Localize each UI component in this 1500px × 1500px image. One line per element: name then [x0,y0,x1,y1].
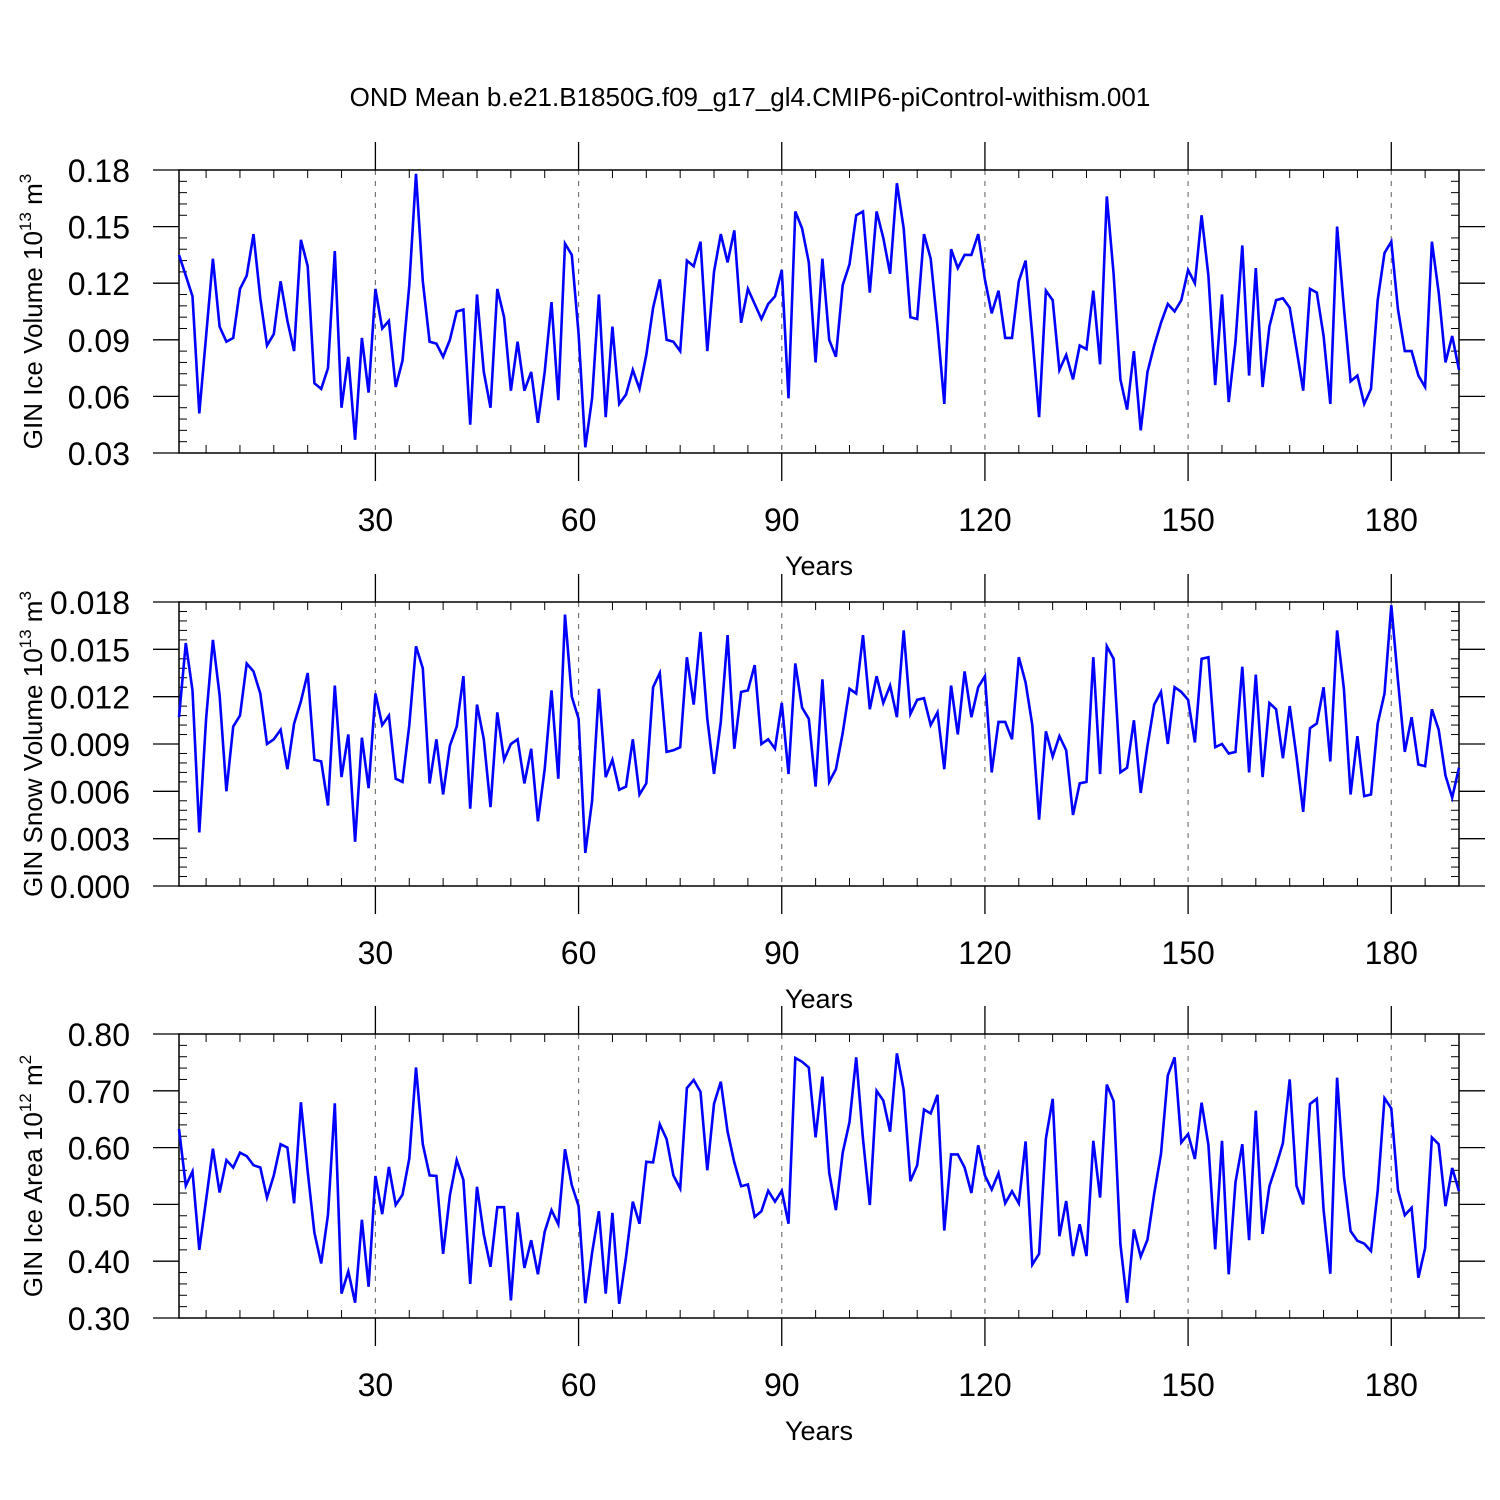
x-tick-label: 120 [958,502,1011,538]
y-tick-label: 0.80 [68,1017,130,1053]
x-tick-label: 60 [561,502,597,538]
x-tick-label: 90 [764,502,800,538]
x-tick-label: 180 [1365,935,1418,971]
x-tick-label: 60 [561,1367,597,1403]
y-tick-label: 0.06 [68,379,130,415]
y-tick-label: 0.50 [68,1187,130,1223]
y-tick-label: 0.03 [68,436,130,472]
y-tick-label: 0.000 [50,869,130,905]
plot-frame [178,1033,1460,1319]
y-axis-label: GIN Snow Volume 1013 m3 [16,591,48,897]
y-tick-label: 0.40 [68,1244,130,1280]
y-tick-label: 0.09 [68,323,130,359]
x-tick-label: 30 [358,502,394,538]
y-tick-label: 0.12 [68,266,130,302]
x-tick-label: 30 [358,1367,394,1403]
y-tick-label: 0.15 [68,210,130,246]
y-tick-label: 0.003 [50,822,130,858]
x-tick-label: 120 [958,1367,1011,1403]
x-tick-label: 150 [1161,935,1214,971]
series-line-ice-area [177,1053,1461,1304]
x-tick-label: 120 [958,935,1011,971]
panel-snow-volume: 30 60 90 120 150 180 0.000 0.003 0.006 0.009 0.012… [16,574,1485,1014]
figure-title: OND Mean b.e21.B1850G.f09_g17_gl4.CMIP6-… [350,82,1151,112]
y-tick-label: 0.012 [50,680,130,716]
y-tick-label: 0.70 [68,1074,130,1110]
y-axis-label: GIN Ice Area 1012 m2 [16,1055,48,1297]
y-tick-label: 0.009 [50,727,130,763]
x-tick-label: 180 [1365,502,1418,538]
x-tick-label: 30 [358,935,394,971]
y-axis-label: GIN Ice Volume 1013 m3 [16,174,48,450]
panel-ice-area: 30 60 90 120 150 180 0.30 0.40 0.50 0.60 0.70 0.80 Y… [16,1006,1485,1446]
plot-frame [178,169,1460,454]
y-tick-label: 0.015 [50,632,130,668]
x-tick-label: 150 [1161,1367,1214,1403]
x-axis-label: Years [785,1416,853,1446]
x-tick-label: 90 [764,1367,800,1403]
y-tick-label: 0.60 [68,1131,130,1167]
y-tick-label: 0.18 [68,153,130,189]
panel-ice-volume: 30 60 90 120 150 180 0.03 0.06 0.09 0.12 0.15 0.18 Y… [16,142,1485,581]
y-tick-label: 0.018 [50,585,130,621]
y-tick-label: 0.30 [68,1301,130,1337]
x-axis-label: Years [785,551,853,581]
x-tick-label: 60 [561,935,597,971]
series-line-snow-volume [177,605,1461,854]
series-line-ice-volume [177,173,1461,448]
x-tick-label: 150 [1161,502,1214,538]
y-tick-label: 0.006 [50,774,130,810]
plot-frame [178,601,1460,887]
x-axis-label: Years [785,984,853,1014]
x-tick-label: 90 [764,935,800,971]
x-tick-label: 180 [1365,1367,1418,1403]
